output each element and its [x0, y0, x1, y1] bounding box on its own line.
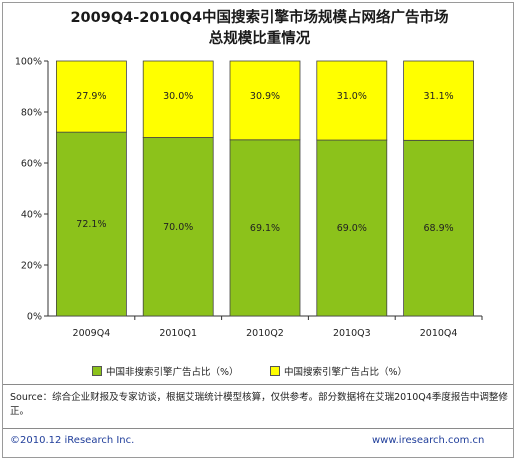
legend-swatch-green [92, 366, 102, 376]
bar-segment [403, 139, 475, 317]
bar-segment [316, 60, 388, 141]
source-divider-top [3, 384, 513, 385]
website-link[interactable]: www.iresearch.com.cn [372, 435, 485, 446]
bar-segment [403, 60, 475, 141]
legend-item-non-search: 中国非搜索引擎广告占比（%） [92, 364, 239, 378]
data-label: 70.0% [163, 222, 193, 233]
chart-title: 2009Q4-2010Q4中国搜索引擎市场规模占网络广告市场 总规模比重情况 [0, 8, 519, 50]
source-note: Source：综合企业财报及专家访谈，根据艾瑞统计模型核算，仅供参考。部分数据将… [10, 392, 508, 417]
legend-label-search: 中国搜索引擎广告占比（%） [284, 367, 408, 378]
data-label: 69.0% [337, 223, 367, 234]
x-tick-label: 2010Q3 [333, 328, 371, 339]
bar-segment [142, 60, 214, 138]
bar-segment [229, 60, 301, 141]
x-tick-label: 2009Q4 [73, 328, 111, 339]
chart-title-line1: 2009Q4-2010Q4中国搜索引擎市场规模占网络广告市场 [70, 10, 449, 26]
bar-segment [142, 137, 214, 317]
data-label: 31.0% [337, 91, 367, 102]
bar-segment [316, 139, 388, 317]
y-tick-label: 100% [15, 57, 42, 68]
legend-label-non-search: 中国非搜索引擎广告占比（%） [106, 367, 239, 378]
legend-item-search: 中国搜索引擎广告占比（%） [270, 364, 407, 378]
x-tick-label: 2010Q1 [159, 328, 197, 339]
y-tick-label: 20% [21, 261, 42, 272]
y-tick-label: 0% [27, 312, 42, 323]
data-label: 30.0% [163, 91, 193, 102]
bar-segment [56, 60, 127, 133]
data-label: 31.1% [424, 91, 454, 102]
data-label: 68.9% [424, 223, 454, 234]
legend-swatch-yellow [270, 366, 280, 376]
data-label: 69.1% [250, 223, 280, 234]
x-tick-label: 2010Q4 [420, 328, 458, 339]
y-tick-label: 80% [21, 108, 42, 119]
bar-segment [56, 131, 127, 317]
data-label: 72.1% [76, 219, 106, 230]
copyright-text: ©2010.12 iResearch Inc. [10, 435, 135, 446]
bar-segment [229, 139, 301, 317]
y-tick-label: 60% [21, 159, 42, 170]
data-label: 30.9% [250, 91, 280, 102]
y-tick-label: 40% [21, 210, 42, 221]
chart-title-line2: 总规模比重情况 [208, 31, 311, 47]
data-label: 27.9% [76, 91, 106, 102]
source-divider-bottom [3, 428, 513, 429]
x-tick-label: 2010Q2 [246, 328, 284, 339]
